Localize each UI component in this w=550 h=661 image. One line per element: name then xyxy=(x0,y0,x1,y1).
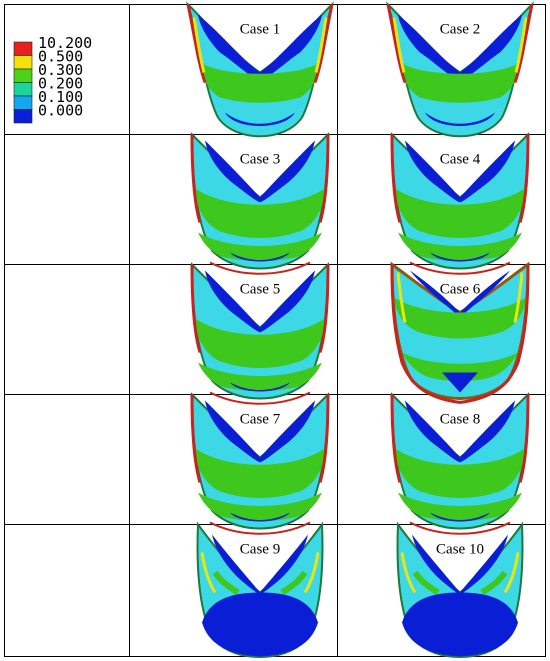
case-cell: Case 2 xyxy=(386,3,534,138)
case-label: Case 10 xyxy=(436,542,484,558)
case-cell: Case 5 xyxy=(190,263,330,406)
case-label: Case 9 xyxy=(240,542,280,558)
case-label: Case 8 xyxy=(440,412,480,428)
case-cell: Case 7 xyxy=(190,393,330,536)
legend-swatch xyxy=(13,55,33,70)
case-label: Case 3 xyxy=(240,152,280,168)
case-cell: Case 4 xyxy=(390,133,530,276)
case-cell: Case 10 xyxy=(398,525,523,658)
case-label: Case 5 xyxy=(240,282,280,298)
legend-label: 0.300 xyxy=(38,61,83,79)
case-cell: Case 1 xyxy=(186,3,334,138)
case-cell: Case 8 xyxy=(390,393,530,536)
case-cell: Case 6 xyxy=(390,263,530,404)
case-cells: Case 1 Case 2 Case 3 Case 4 Case 5 Case 6 Case… xyxy=(186,3,534,658)
legend-swatch xyxy=(13,82,33,97)
case-cell: Case 9 xyxy=(198,525,323,658)
legend-label: 10.200 xyxy=(38,34,92,52)
legend-label: 0.100 xyxy=(38,88,83,106)
case-cell: Case 3 xyxy=(190,133,330,276)
case-label: Case 6 xyxy=(440,282,481,298)
legend-label: 0.200 xyxy=(38,75,83,93)
legend-swatch xyxy=(13,41,33,56)
legend-label: 0.500 xyxy=(38,48,83,66)
case-label: Case 1 xyxy=(240,22,280,38)
case-label: Case 2 xyxy=(440,22,480,38)
case-label: Case 7 xyxy=(240,412,281,428)
legend-swatch xyxy=(13,68,33,83)
legend-label: 0.000 xyxy=(38,102,83,120)
legend-swatch xyxy=(13,109,33,124)
case-label: Case 4 xyxy=(440,152,481,168)
legend-swatch xyxy=(13,95,33,110)
